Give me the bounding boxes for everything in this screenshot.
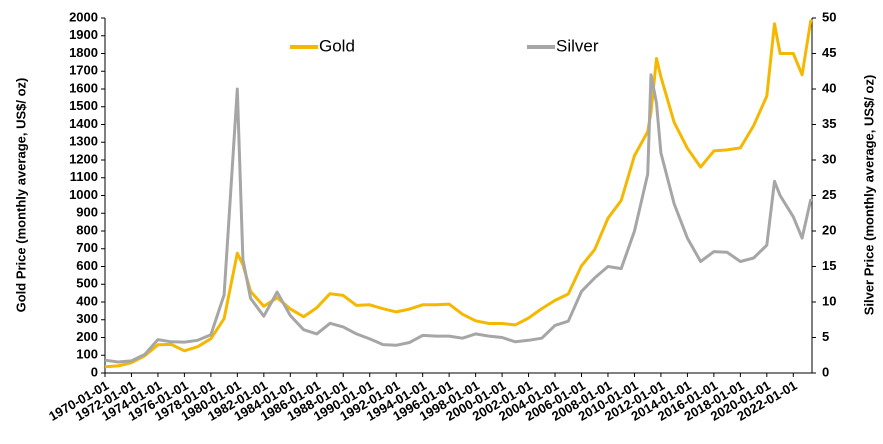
y2-tick-label: 10 <box>822 293 836 308</box>
y-tick-label: 1300 <box>69 134 98 149</box>
y-tick-label: 1900 <box>69 27 98 42</box>
y-tick-label: 0 <box>91 364 98 379</box>
y-tick-label: 1000 <box>69 187 98 202</box>
y2-tick-label: 5 <box>822 329 829 344</box>
y-tick-label: 800 <box>76 222 98 237</box>
y-tick-label: 1500 <box>69 98 98 113</box>
y-tick-label: 600 <box>76 258 98 273</box>
y2-tick-label: 35 <box>822 116 836 131</box>
y-tick-label: 1600 <box>69 80 98 95</box>
y2-tick-label: 40 <box>822 80 836 95</box>
y2-tick-label: 50 <box>822 9 836 24</box>
y-tick-label: 1100 <box>70 169 98 184</box>
y-tick-label: 1400 <box>69 116 98 131</box>
legend-label: Silver <box>556 36 599 55</box>
y-tick-label: 900 <box>76 205 98 220</box>
y2-tick-label: 0 <box>822 364 829 379</box>
y-axis-label: Gold Price (monthly average, US$/ oz) <box>13 78 28 313</box>
y2-axis-label: Silver Price (monthly average, US$/ oz) <box>861 75 876 316</box>
y-tick-label: 2000 <box>69 9 98 24</box>
y-tick-label: 500 <box>76 276 98 291</box>
line-silver <box>104 73 813 364</box>
y2-tick-label: 25 <box>822 187 836 202</box>
y2-tick-label: 30 <box>822 151 836 166</box>
y-tick-label: 1700 <box>69 63 98 78</box>
y2-tick-label: 45 <box>822 45 836 60</box>
y-tick-label: 200 <box>76 329 98 344</box>
y2-tick-label: 15 <box>822 258 836 273</box>
y-tick-label: 300 <box>76 311 98 326</box>
line-gold <box>104 19 813 369</box>
y2-tick-label: 20 <box>822 222 836 237</box>
y-tick-label: 1800 <box>69 45 98 60</box>
y-tick-label: 100 <box>76 347 98 362</box>
legend-label: Gold <box>319 36 355 55</box>
y-tick-label: 700 <box>76 240 98 255</box>
y-tick-label: 400 <box>76 293 98 308</box>
y-tick-label: 1200 <box>69 151 98 166</box>
